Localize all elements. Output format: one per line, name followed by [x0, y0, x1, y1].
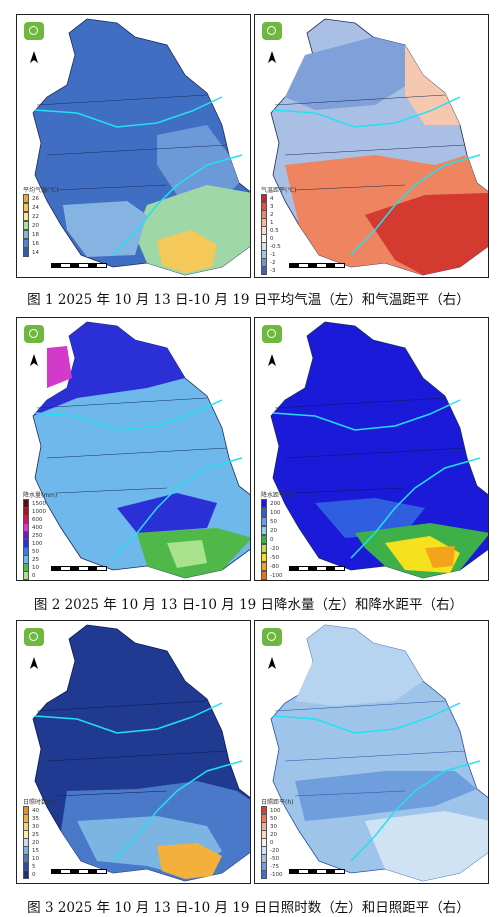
legend-title: 日照距平(h) — [261, 799, 294, 806]
legend-swatch — [23, 230, 29, 239]
legend-swatch — [261, 544, 267, 553]
legend-item: 24 — [23, 203, 39, 212]
legend-swatch — [261, 508, 267, 517]
scale-bar — [289, 566, 345, 571]
scale-bar — [289, 263, 345, 268]
legend-swatch — [23, 571, 29, 580]
legend-swatch — [261, 499, 267, 508]
map-panel-temperature: 平均气温(℃) 26 24 22 20 18 16 14 — [16, 14, 251, 278]
precipitation-anomaly-map — [270, 321, 488, 579]
logo-icon — [24, 22, 44, 40]
sunshine-anomaly-map — [270, 624, 488, 882]
legend-swatch — [23, 870, 29, 879]
legend-swatch — [261, 526, 267, 535]
legend-item: 200 — [261, 499, 281, 508]
map-panel-temperature-anomaly: 气温距平(℃) 4 3 2 1 0.5 0 -0.5 -1 -2 -3 — [254, 14, 489, 278]
legend-title: 降水量(mm) — [23, 492, 58, 499]
legend-swatch — [261, 571, 267, 580]
legend-item: 20 — [23, 221, 39, 230]
precipitation-map — [32, 321, 250, 579]
legend-item: 16 — [23, 239, 39, 248]
temperature-map — [32, 18, 250, 276]
legend-swatch — [261, 870, 267, 879]
legend-title: 气温距平(℃) — [261, 187, 297, 194]
map-panel-precipitation: 降水量(mm) 1500 1000 600 400 250 100 50 25 … — [16, 317, 251, 581]
legend-swatch — [261, 266, 267, 275]
legend-swatch — [261, 562, 267, 571]
legend-item: 18 — [23, 230, 39, 239]
legend-item: -100 — [261, 870, 282, 879]
legend-item: -20 — [261, 544, 279, 553]
legend-title: 平均气温(℃) — [23, 187, 59, 194]
legend-item: 50 — [261, 517, 277, 526]
scale-bar — [51, 869, 107, 874]
sunshine-map — [32, 624, 250, 882]
temperature-anomaly-map — [270, 18, 488, 276]
legend-swatch — [261, 553, 267, 562]
logo-icon — [24, 628, 44, 646]
legend-item: 0 — [23, 870, 36, 879]
logo-icon — [262, 325, 282, 343]
legend-title: 日照时数(h) — [23, 799, 56, 806]
legend-title: 降水距平(%) — [261, 492, 296, 499]
legend-item: 20 — [261, 526, 277, 535]
figure-3-caption: 图 3 2025 年 10 月 13 日-10 月 19 日日照时数（左）和日照… — [27, 900, 470, 916]
map-panel-sunshine: 日照时数(h) 40 35 30 25 20 15 10 5 0 — [16, 620, 251, 884]
logo-icon — [24, 325, 44, 343]
legend-swatch — [261, 535, 267, 544]
figure-2-caption: 图 2 2025 年 10 月 13 日-10 月 19 日降水量（左）和降水距… — [33, 597, 464, 613]
legend-item: 0 — [261, 535, 274, 544]
map-panel-sunshine-anomaly: 日照距平(h) 100 50 30 20 0 -20 -50 -75 -100 — [254, 620, 489, 884]
north-arrow-icon — [268, 51, 276, 63]
legend-item: -3 — [261, 266, 275, 275]
north-arrow-icon — [30, 51, 38, 63]
north-arrow-icon — [30, 354, 38, 366]
legend-item: -100 — [261, 571, 282, 580]
logo-icon — [262, 22, 282, 40]
map-panel-precipitation-anomaly: 降水距平(%) 200 100 50 20 0 -20 -50 -80 -100 — [254, 317, 489, 581]
legend-item: -50 — [261, 553, 279, 562]
logo-icon — [262, 628, 282, 646]
scale-bar — [51, 566, 107, 571]
legend-item: -80 — [261, 562, 279, 571]
legend-swatch — [261, 517, 267, 526]
legend-swatch — [23, 212, 29, 221]
scale-bar — [51, 263, 107, 268]
legend-swatch — [23, 221, 29, 230]
legend-item: 100 — [261, 508, 281, 517]
legend-swatch — [23, 248, 29, 257]
legend-swatch — [23, 194, 29, 203]
north-arrow-icon — [268, 657, 276, 669]
legend-swatch — [23, 203, 29, 212]
figure-1-caption: 图 1 2025 年 10 月 13 日-10 月 19 日平均气温（左）和气温… — [27, 292, 470, 308]
legend-item: 14 — [23, 248, 39, 257]
legend-item: 22 — [23, 212, 39, 221]
north-arrow-icon — [30, 657, 38, 669]
legend-swatch — [23, 239, 29, 248]
scale-bar — [289, 869, 345, 874]
legend-item: 0 — [23, 571, 36, 580]
north-arrow-icon — [268, 354, 276, 366]
legend-item: 26 — [23, 194, 39, 203]
